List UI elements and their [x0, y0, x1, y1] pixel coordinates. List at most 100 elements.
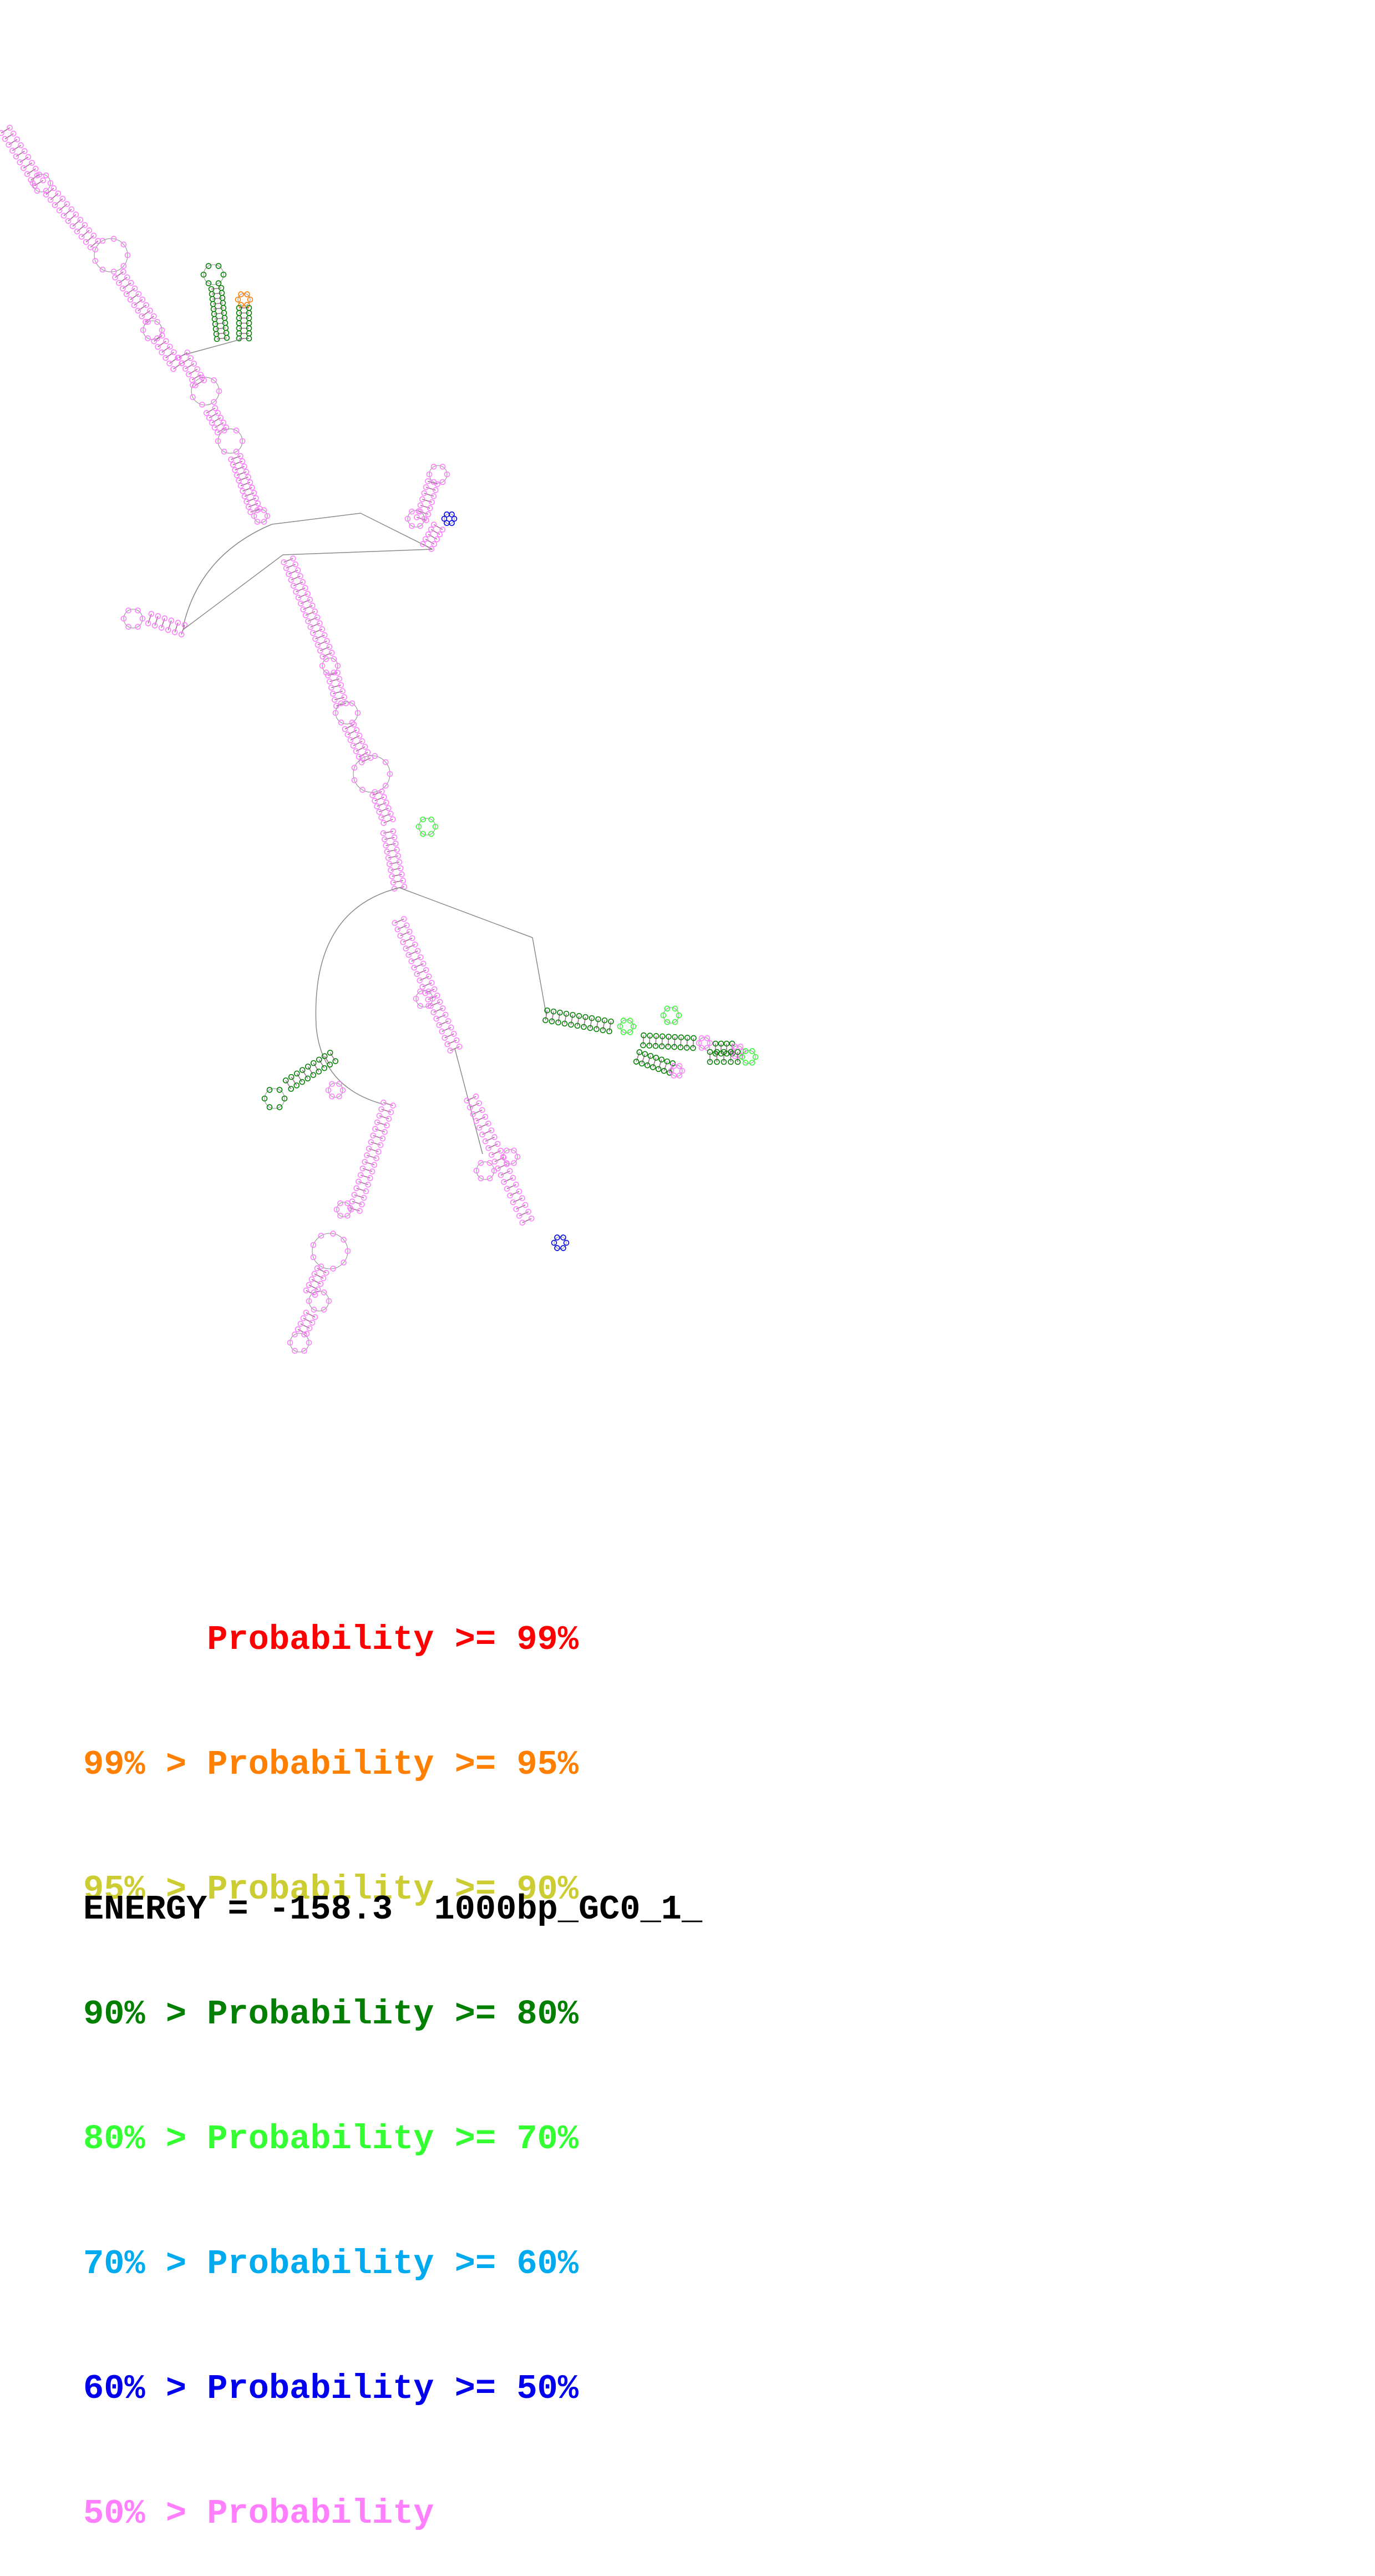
helix-o-pair: [331, 684, 341, 689]
helix-q-pair: [381, 813, 391, 818]
helix-ac-pair: [504, 1177, 514, 1183]
helix-j-base: [423, 484, 429, 490]
helix-ae-base: [366, 1146, 372, 1152]
loop-z-base: [339, 1087, 346, 1094]
helix-n-base: [298, 600, 304, 607]
helix-ac-pair: [491, 1150, 501, 1156]
loop-af-base: [344, 1248, 351, 1254]
helix-ae-base: [380, 1099, 387, 1106]
helix-af-base: [311, 1271, 318, 1277]
helix-n-base: [290, 583, 297, 589]
loop-u-base: [696, 1040, 702, 1046]
helix-b-pair: [50, 193, 59, 200]
loop-ac-base: [504, 1147, 510, 1154]
loop-ad-base: [554, 1234, 560, 1241]
loop-f-base: [238, 291, 244, 297]
helix-b-pair: [81, 230, 90, 237]
helix-b-pair: [77, 225, 85, 232]
loop-t-base: [664, 1005, 671, 1012]
loop-m-ring: [123, 609, 143, 629]
loop-e-base: [200, 271, 207, 278]
helix-ac-pair: [519, 1211, 529, 1217]
helix-b-base: [87, 244, 94, 251]
loop-aa-base: [429, 995, 436, 1002]
helix-i-base: [251, 490, 257, 496]
helix-u-base: [640, 1042, 646, 1049]
helix-f-base: [236, 335, 242, 342]
helix-n-base: [314, 641, 321, 648]
helix-i-base: [236, 477, 242, 484]
helix-s-base: [568, 1021, 574, 1028]
helix-ac-base: [488, 1127, 495, 1133]
helix-u-pair: [642, 1035, 645, 1046]
helix-ag-base: [312, 1314, 318, 1320]
helix-j-pair: [428, 480, 438, 485]
helix-j-base: [421, 490, 428, 497]
loop-af-base: [330, 1231, 336, 1237]
helix-u-pair: [674, 1037, 676, 1047]
helix-s-base: [557, 1009, 563, 1016]
helix-s-base: [544, 1007, 550, 1014]
helix-u-base: [646, 1042, 653, 1049]
loop-w-base: [749, 1048, 755, 1054]
helix-aa-base: [397, 933, 404, 939]
helix-i-base: [232, 467, 238, 473]
loop-i-base: [254, 507, 261, 513]
helix-n-pair: [298, 593, 308, 598]
helix-u-base: [683, 1045, 690, 1051]
helix-aa-pair: [425, 989, 435, 994]
helix-i-pair: [242, 487, 252, 492]
helix-ac-base: [501, 1179, 507, 1185]
helix-ae-base: [378, 1106, 384, 1112]
loop-b-base: [92, 257, 99, 264]
helix-y-pair: [302, 1070, 308, 1079]
helix-u-base: [690, 1045, 696, 1051]
loop-a-base: [43, 172, 49, 179]
helix-s-base: [588, 1015, 595, 1021]
helix-ac-pair: [482, 1130, 492, 1135]
loop-ac-base: [504, 1160, 510, 1166]
helix-x-pair: [658, 1059, 662, 1070]
helix-b-base: [60, 212, 67, 219]
helix-ag-base: [306, 1325, 313, 1332]
helix-p-base: [347, 737, 354, 743]
loop-g-base: [216, 388, 222, 394]
helix-aa-pair: [400, 931, 410, 937]
helix-ac-pair: [500, 1171, 510, 1176]
helix-l-pair: [433, 524, 443, 530]
helix-g-pair: [195, 379, 205, 386]
helix-a-base: [0, 130, 4, 136]
loop-x-base: [671, 1063, 677, 1069]
helix-h-base: [220, 419, 227, 426]
helix-b-pair: [54, 198, 63, 206]
helix-ac-base: [476, 1100, 483, 1106]
loop-x-base: [668, 1067, 674, 1074]
loop-ag-base: [311, 1307, 317, 1313]
helix-aa-pair: [430, 1001, 440, 1006]
helix-o-base: [339, 688, 346, 694]
helix-ac-base: [513, 1181, 519, 1188]
loop-u-base: [698, 1045, 705, 1051]
loop-n-base: [323, 656, 329, 662]
helix-i-base: [228, 456, 234, 463]
helix-ae-base: [370, 1132, 376, 1138]
loop-e-base: [205, 280, 212, 286]
helix-n-base: [307, 624, 314, 630]
helix-aa-pair: [422, 982, 432, 988]
helix-ae-base: [353, 1185, 359, 1191]
helix-ae-base: [374, 1119, 380, 1126]
helix-ac-base: [473, 1093, 479, 1100]
helix-c-pair: [122, 282, 131, 289]
sequence-name: 1000bp_GC0_1_: [434, 1890, 703, 1929]
loop-l-base: [451, 515, 458, 522]
loop-h-base: [233, 427, 240, 434]
helix-ag-pair: [297, 1329, 307, 1334]
loop-w-base: [742, 1060, 749, 1066]
helix-j-base: [417, 502, 424, 508]
helix-n-pair: [303, 605, 313, 610]
helix-m-base: [178, 631, 185, 637]
helix-h-pair: [209, 412, 219, 418]
loop-o-base: [338, 720, 344, 726]
helix-ac-base: [473, 1118, 479, 1124]
helix-i-pair: [232, 460, 243, 465]
